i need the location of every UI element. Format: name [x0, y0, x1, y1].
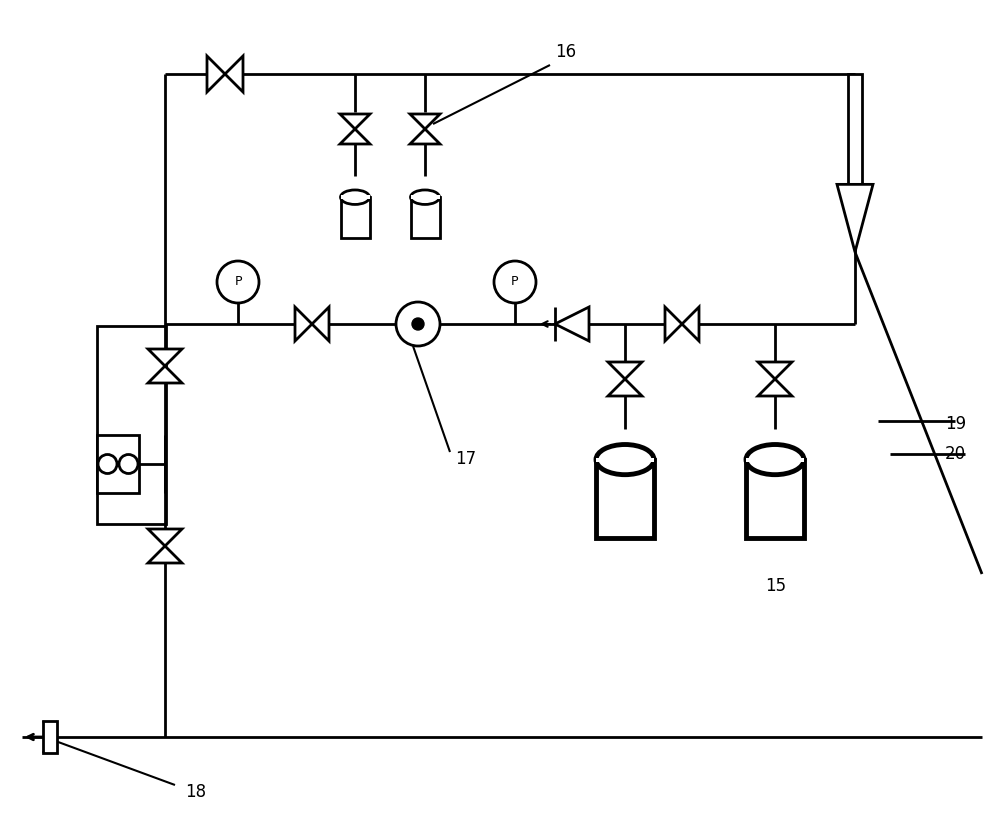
Polygon shape: [410, 114, 440, 129]
Bar: [746, 459, 804, 538]
Polygon shape: [295, 307, 312, 341]
Circle shape: [396, 302, 440, 346]
Text: 16: 16: [555, 43, 576, 61]
Polygon shape: [665, 307, 682, 341]
Polygon shape: [148, 366, 182, 383]
Bar: [596, 458, 654, 462]
Text: 19: 19: [945, 415, 966, 433]
Ellipse shape: [746, 445, 804, 475]
Polygon shape: [225, 56, 243, 92]
Text: 18: 18: [185, 783, 206, 801]
Bar: [848, 74, 862, 184]
Bar: [746, 458, 804, 462]
Bar: [340, 195, 370, 199]
Polygon shape: [837, 184, 873, 252]
Polygon shape: [758, 362, 792, 379]
Text: 15: 15: [765, 577, 786, 595]
Text: 17: 17: [455, 450, 476, 468]
Polygon shape: [608, 362, 642, 379]
Text: 20: 20: [945, 445, 966, 463]
Polygon shape: [682, 307, 699, 341]
Ellipse shape: [411, 190, 440, 205]
Circle shape: [494, 261, 536, 303]
Bar: [43, 721, 57, 753]
Polygon shape: [148, 529, 182, 546]
Polygon shape: [207, 56, 225, 92]
Polygon shape: [555, 307, 589, 341]
Polygon shape: [758, 379, 792, 396]
Text: P: P: [234, 275, 242, 288]
Bar: [97, 326, 166, 524]
Polygon shape: [312, 307, 329, 341]
Circle shape: [217, 261, 259, 303]
Bar: [411, 195, 440, 199]
Bar: [97, 435, 139, 493]
Polygon shape: [340, 129, 370, 144]
Polygon shape: [148, 349, 182, 366]
Polygon shape: [608, 379, 642, 396]
Ellipse shape: [596, 445, 654, 475]
Bar: [340, 197, 370, 238]
Bar: [411, 197, 440, 238]
Polygon shape: [340, 114, 370, 129]
Polygon shape: [148, 546, 182, 563]
Polygon shape: [410, 129, 440, 144]
Bar: [596, 459, 654, 538]
Ellipse shape: [340, 190, 370, 205]
Circle shape: [412, 318, 424, 330]
Text: P: P: [511, 275, 519, 288]
